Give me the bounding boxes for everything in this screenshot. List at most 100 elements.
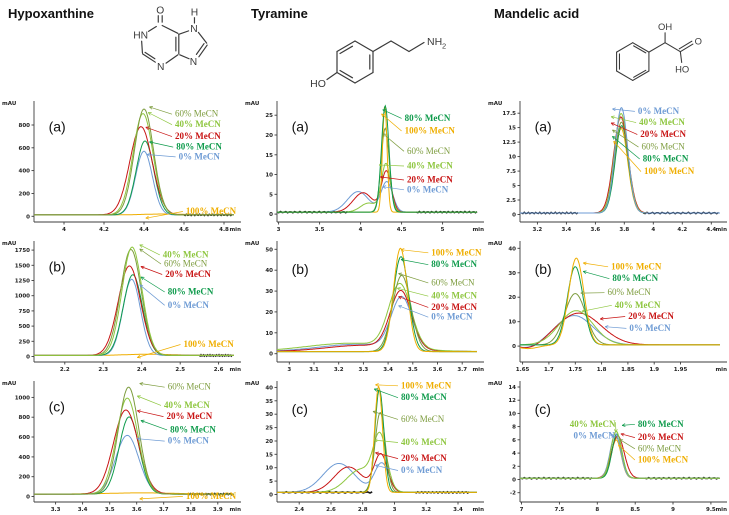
svg-text:2.6: 2.6 — [326, 507, 336, 513]
svg-text:25: 25 — [265, 113, 273, 119]
svg-text:100% MeCN: 100% MeCN — [186, 206, 237, 216]
y-axis: mAU 0 5 10 15 20 25 — [245, 101, 278, 222]
svg-text:2.3: 2.3 — [98, 367, 108, 373]
curve-60MeCN — [34, 108, 234, 216]
svg-text:mAU: mAU — [488, 241, 502, 247]
svg-text:100% MeCN: 100% MeCN — [184, 339, 235, 349]
svg-text:6: 6 — [512, 438, 516, 444]
svg-text:40: 40 — [265, 268, 273, 274]
svg-text:60% MeCN: 60% MeCN — [642, 142, 686, 152]
svg-text:100% MeCN: 100% MeCN — [401, 380, 452, 390]
atom-label: N — [157, 62, 164, 73]
svg-text:40% MeCN: 40% MeCN — [570, 419, 616, 429]
y-axis: mAU -2 0 2 4 6 8 10 12 14 — [488, 381, 521, 502]
svg-text:40% MeCN: 40% MeCN — [615, 300, 661, 310]
atom-label: NH — [427, 36, 442, 48]
svg-text:1.75: 1.75 — [569, 367, 583, 373]
svg-text:2.8: 2.8 — [358, 507, 368, 513]
curves — [34, 246, 234, 356]
svg-text:80% MeCN: 80% MeCN — [405, 113, 451, 123]
svg-text:12.5: 12.5 — [502, 140, 516, 146]
curves — [520, 430, 720, 479]
svg-text:3.6: 3.6 — [132, 507, 142, 513]
svg-text:100% MeCN: 100% MeCN — [638, 455, 689, 465]
svg-text:35: 35 — [265, 399, 273, 405]
svg-text:5: 5 — [269, 479, 273, 485]
svg-text:60% MeCN: 60% MeCN — [175, 109, 219, 119]
header-tyramine: Tyramine HO NH 2 — [243, 0, 486, 95]
panel-hypoxanthine-c: mAU 0 200 400 600 800 1000 3.3 3.4 3.5 3.6 3.7 3.8 3.… — [0, 375, 243, 515]
x-axis: 3 3.1 3.2 3.3 3.4 3.5 3.6 3.7 min — [277, 361, 484, 373]
svg-text:60% MeCN: 60% MeCN — [638, 443, 682, 453]
svg-text:20% MeCN: 20% MeCN — [628, 311, 674, 321]
chromatogram-plot: mAU 0 200 400 600 800 4 4.2 4.4 4.6 4.8 min 60% MeCN… — [2, 101, 241, 233]
svg-text:0: 0 — [26, 214, 30, 220]
svg-text:25: 25 — [265, 426, 273, 432]
atom-label: HO — [675, 63, 689, 74]
svg-text:9.5: 9.5 — [706, 507, 716, 513]
svg-text:20: 20 — [508, 295, 516, 301]
compound-title: Hypoxanthine — [8, 6, 94, 21]
compound-title: Tyramine — [251, 6, 308, 21]
svg-text:min: min — [229, 367, 241, 373]
svg-text:3: 3 — [277, 227, 281, 233]
svg-text:0: 0 — [26, 355, 30, 361]
curve-100MeCN — [277, 247, 477, 353]
svg-text:0% MeCN: 0% MeCN — [638, 106, 680, 116]
svg-text:20% MeCN: 20% MeCN — [638, 432, 684, 442]
y-axis: mAU 0 200 400 600 800 1000 — [2, 381, 35, 502]
svg-text:0% MeCN: 0% MeCN — [431, 312, 473, 322]
svg-text:80% MeCN: 80% MeCN — [168, 287, 214, 297]
structure-tyramine: HO NH 2 — [310, 36, 446, 90]
svg-text:10: 10 — [265, 466, 273, 472]
svg-text:0% MeCN: 0% MeCN — [179, 151, 221, 161]
y-axis: mAU 0 10 20 30 40 50 — [245, 241, 278, 362]
svg-text:8: 8 — [512, 425, 516, 431]
svg-text:min: min — [715, 507, 727, 513]
panel-mandelic-acid-a: mAU 0 2.5 5 7.5 10 12.5 15 17.5 3.2 3.4 3.6 3.8 4 4.2 4… — [486, 95, 729, 235]
panel-hypoxanthine-b: mAU 0 250 500 750 1000 1250 1500 1750 2.2 2.3 2.4 2.… — [0, 235, 243, 375]
x-axis: 3.2 3.4 3.6 3.8 4 4.2 4.4 min — [520, 221, 727, 233]
panel-tyramine-b: mAU 0 10 20 30 40 50 3 3.1 3.2 3.3 3.4 3.5 3.6 3.7 min 1… — [243, 235, 486, 375]
panel-mandelic-acid-b: mAU 0 10 20 30 40 1.65 1.7 1.75 1.8 1.85 1.9 1.95 min… — [486, 235, 729, 375]
svg-text:10: 10 — [508, 411, 516, 417]
svg-text:40% MeCN: 40% MeCN — [431, 291, 477, 301]
svg-text:min: min — [229, 227, 241, 233]
svg-text:80% MeCN: 80% MeCN — [176, 142, 222, 152]
atom-label: HN — [133, 31, 148, 42]
svg-text:400: 400 — [19, 455, 31, 461]
svg-text:3.4: 3.4 — [453, 507, 463, 513]
svg-text:40% MeCN: 40% MeCN — [175, 119, 221, 129]
svg-text:80% MeCN: 80% MeCN — [643, 154, 689, 164]
svg-text:3.2: 3.2 — [533, 227, 543, 233]
svg-text:mAU: mAU — [488, 381, 502, 387]
curve-20MeCN — [277, 452, 477, 493]
y-axis: mAU 0 2.5 5 7.5 10 12.5 15 17.5 — [488, 101, 521, 222]
svg-text:1500: 1500 — [15, 263, 30, 269]
svg-text:1250: 1250 — [15, 279, 30, 285]
svg-text:40% MeCN: 40% MeCN — [401, 437, 447, 447]
svg-text:60% MeCN: 60% MeCN — [608, 287, 652, 297]
header-mandelic-acid: Mandelic acid OH O HO — [486, 0, 729, 95]
svg-text:0% MeCN: 0% MeCN — [407, 184, 449, 194]
svg-text:0: 0 — [269, 212, 273, 218]
svg-text:4.5: 4.5 — [397, 227, 407, 233]
svg-text:1000: 1000 — [15, 395, 30, 401]
atom-label: O — [156, 5, 164, 16]
svg-text:0: 0 — [269, 493, 273, 499]
svg-text:12: 12 — [508, 398, 516, 404]
svg-text:40: 40 — [508, 246, 516, 252]
svg-text:2.6: 2.6 — [214, 367, 224, 373]
svg-text:1750: 1750 — [15, 248, 30, 254]
svg-text:7.5: 7.5 — [555, 507, 565, 513]
svg-text:3.2: 3.2 — [334, 367, 344, 373]
panel-letter: (c) — [49, 398, 65, 414]
svg-text:7.5: 7.5 — [506, 169, 516, 175]
svg-text:mAU: mAU — [245, 381, 259, 387]
svg-text:14: 14 — [508, 385, 516, 391]
panel-mandelic-acid-c: mAU -2 0 2 4 6 8 10 12 14 7 7.5 8 8.5 9 9.5 min 40% MeCN 0… — [486, 375, 729, 515]
svg-text:60% MeCN: 60% MeCN — [407, 146, 451, 156]
svg-text:4.8: 4.8 — [219, 227, 229, 233]
svg-text:2.2: 2.2 — [60, 367, 70, 373]
structure-mandelic-acid: OH O HO — [616, 21, 702, 81]
